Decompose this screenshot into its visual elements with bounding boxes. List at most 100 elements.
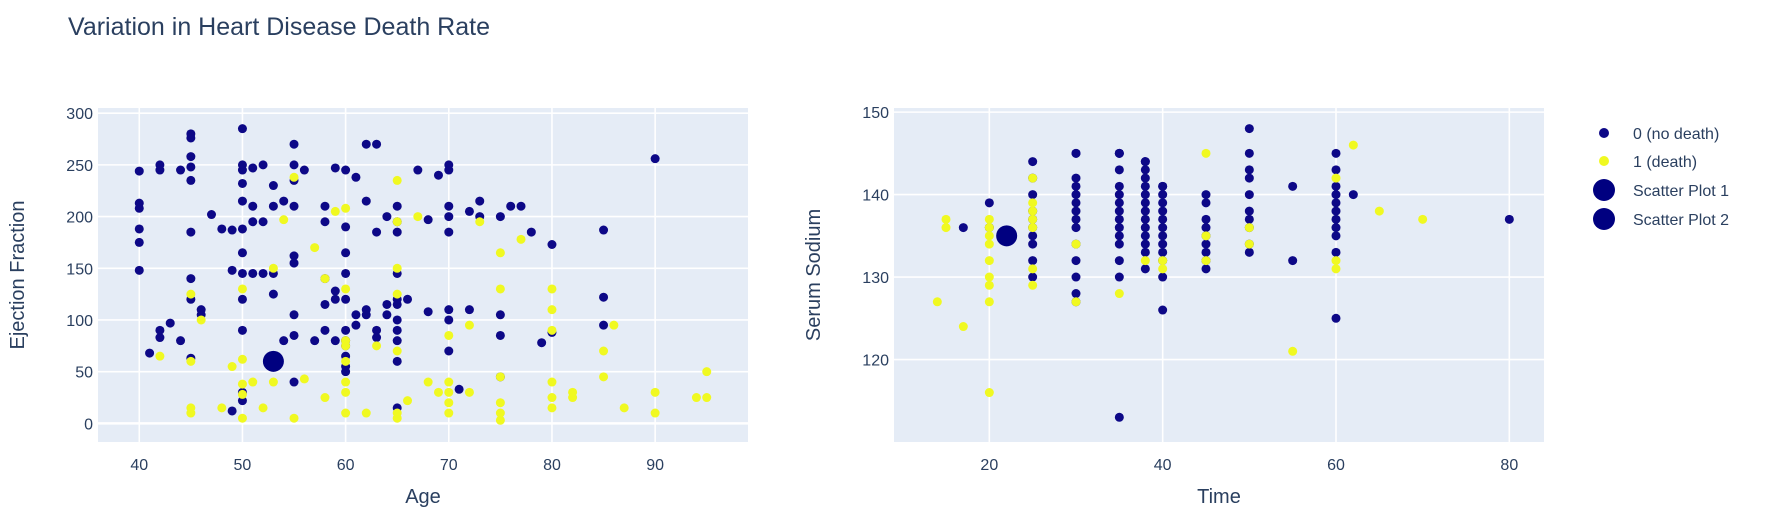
death-point [237,389,247,399]
death-point [279,215,289,225]
no-death-point [1331,231,1341,241]
no-death-point [1140,214,1150,224]
death-point [320,393,330,403]
y-tick-label: 300 [66,106,93,123]
no-death-point [475,196,485,206]
no-death-point [1140,247,1150,257]
y-tick-label: 100 [66,313,93,330]
no-death-point [330,336,340,346]
no-death-point [1071,206,1081,216]
no-death-point [1331,148,1341,158]
no-death-point [984,198,994,208]
death-point [341,284,351,294]
no-death-point [1114,231,1124,241]
death-point [1028,198,1038,208]
no-death-point [279,336,289,346]
death-point [691,393,701,403]
legend: 0 (no death) 1 (death) Scatter Plot 1 Sc… [1593,126,1729,230]
no-death-point [1114,412,1124,422]
legend-item-scatter-plot-1[interactable]: Scatter Plot 1 [1593,179,1729,201]
no-death-point [237,224,247,234]
death-point [403,396,413,406]
no-death-point [320,299,330,309]
no-death-point [1158,181,1168,191]
death-point [599,372,609,382]
no-death-point [444,227,454,237]
highlight-point [996,225,1018,247]
no-death-point [1201,198,1211,208]
y-axis-title: Ejection Fraction [7,201,29,350]
death-point [361,408,371,418]
death-point [433,387,443,397]
death-point [495,248,505,258]
legend-marker [1599,128,1609,138]
no-death-point [599,292,609,302]
no-death-point [186,152,196,162]
no-death-point [1331,247,1341,257]
legend-item-scatter-plot-2[interactable]: Scatter Plot 2 [1593,208,1729,230]
no-death-point [1140,181,1150,191]
no-death-point [1244,190,1254,200]
x-tick-label: 80 [543,457,561,474]
no-death-point [1071,214,1081,224]
death-point [984,256,994,266]
death-point [547,325,557,335]
no-death-point [134,166,144,176]
death-point [958,322,968,332]
no-death-point [1028,239,1038,249]
no-death-point [1331,206,1341,216]
death-point [392,289,402,299]
x-tick-label: 60 [337,457,355,474]
no-death-point [155,160,165,170]
no-death-point [1158,190,1168,200]
scatter-plot-time-sodium: 20 40 60 80 120 130 140 150 Time Serum Sodium [803,105,1544,508]
no-death-point [134,224,144,234]
no-death-point [1288,256,1298,266]
chart-title: Variation in Heart Disease Death Rate [68,13,490,41]
death-point [984,214,994,224]
death-point [1331,256,1341,266]
no-death-point [1158,305,1168,315]
no-death-point [599,320,609,330]
no-death-point [516,201,526,211]
no-death-point [268,289,278,299]
death-point [1331,264,1341,274]
no-death-point [1071,148,1081,158]
no-death-point [1331,198,1341,208]
legend-item-no-death[interactable]: 0 (no death) [1599,126,1719,143]
death-point [444,398,454,408]
no-death-point [444,212,454,222]
legend-marker [1593,179,1615,201]
no-death-point [248,268,258,278]
no-death-point [206,210,216,220]
no-death-point [464,305,474,315]
death-point [1028,280,1038,290]
death-point [1244,223,1254,233]
no-death-point [1158,198,1168,208]
death-point [1201,231,1211,241]
death-point [1201,148,1211,158]
no-death-point [351,172,361,182]
no-death-point [289,377,299,387]
death-point [227,362,237,372]
death-point [984,239,994,249]
legend-item-death[interactable]: 1 (death) [1599,154,1697,171]
y-axis-title: Serum Sodium [803,209,825,341]
no-death-point [382,212,392,222]
death-point [341,408,351,418]
no-death-point [1140,165,1150,175]
death-point [392,217,402,227]
no-death-point [341,268,351,278]
no-death-point [1114,223,1124,233]
no-death-point [1244,214,1254,224]
death-point [320,274,330,284]
y-tick-label: 120 [862,353,889,370]
death-point [289,413,299,423]
death-point [495,408,505,418]
no-death-point [1331,181,1341,191]
no-death-point [392,336,402,346]
no-death-point [444,305,454,315]
death-point [186,403,196,413]
no-death-point [1071,256,1081,266]
death-point [1028,206,1038,216]
